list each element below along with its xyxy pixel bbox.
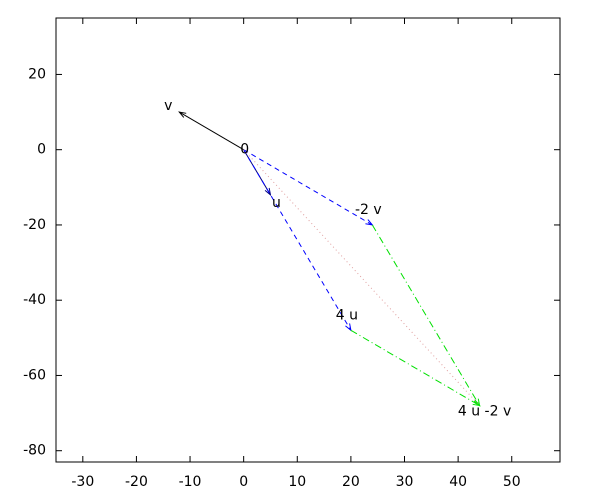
x-tick-label: 40 [449, 474, 467, 490]
x-tick-label: -30 [71, 474, 94, 490]
point-label: 4 u [336, 307, 358, 323]
point-label: u [272, 195, 281, 211]
vector-line [179, 111, 244, 151]
point-label: 4 u -2 v [458, 404, 511, 420]
x-tick-label: -20 [125, 474, 148, 490]
x-tick-label: 10 [288, 474, 306, 490]
point-label: v [164, 98, 172, 114]
x-tick-label: 50 [503, 474, 521, 490]
plot-frame [55, 17, 561, 463]
x-tick-label: -10 [179, 474, 202, 490]
arrow-head [365, 219, 374, 226]
y-tick-label: -40 [23, 292, 46, 308]
vector-line [243, 149, 373, 226]
x-tick-label: 0 [239, 474, 248, 490]
vector-line [243, 149, 352, 331]
arrow-head [178, 111, 187, 118]
y-tick-label: -60 [23, 367, 46, 383]
arrow-head [264, 187, 272, 197]
vector-line [371, 224, 481, 406]
vector-line [243, 149, 480, 406]
arrow-head [345, 323, 352, 332]
y-tick-label: 20 [28, 66, 46, 82]
y-tick-label: -80 [23, 443, 46, 459]
vector-line [350, 329, 480, 406]
y-tick-label: -20 [23, 217, 46, 233]
x-tick-label: 20 [342, 474, 360, 490]
y-tick-label: 0 [37, 142, 46, 158]
point-label: 0 [240, 142, 249, 158]
point-label: -2 v [355, 202, 382, 218]
vector-line [243, 149, 271, 196]
x-tick-label: 30 [396, 474, 414, 490]
